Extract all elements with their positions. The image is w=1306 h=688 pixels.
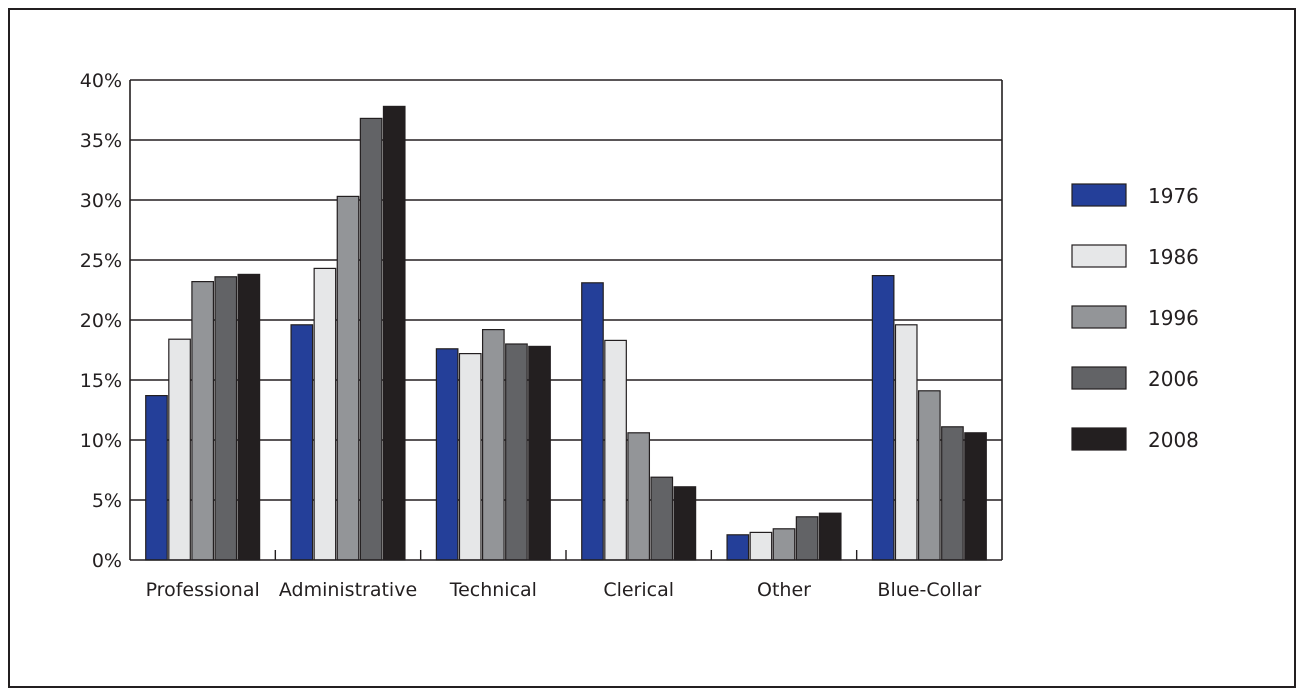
bar-clerical-2006 [650,476,674,561]
legend-label-1986: 1986 [1148,245,1199,269]
bar-chart: 0% 5% 10% 15% 20% 25% 30% 35% 40% Professional Ad… [80,70,1199,601]
bar-professional-1986 [168,338,191,561]
bar-technical-1986 [458,353,482,561]
y-tick-label: 40% [80,70,122,92]
y-tick-label: 5% [92,490,122,512]
bar-clerical-1996 [627,432,651,561]
y-tick-label: 15% [80,370,122,392]
bar-professional-1976 [145,395,168,561]
bar-professional-1996 [191,281,215,561]
x-category-label: Clerical [603,579,674,601]
legend-label-1976: 1976 [1148,184,1199,208]
bar-technical-2006 [505,343,528,561]
bar-blue-collar-1976 [871,275,895,561]
bar-blue-collar-2006 [941,426,964,561]
bar-administrative-2006 [359,117,383,561]
bar-technical-2008 [528,345,551,561]
bar-administrative-1976 [290,324,314,561]
legend-label-2006: 2006 [1148,367,1199,391]
bar-administrative-2008 [382,105,406,561]
legend-swatch-2008 [1071,427,1127,451]
bar-blue-collar-1986 [894,324,918,561]
bar-blue-collar-1996 [917,390,941,561]
y-tick-label: 20% [80,310,122,332]
bar-professional-2006 [214,276,238,561]
legend-label-1996: 1996 [1148,306,1199,330]
legend-swatch-2006 [1071,366,1127,390]
bar-administrative-1996 [336,195,360,561]
y-tick-label: 0% [92,550,122,572]
legend-swatch-1996 [1071,305,1127,329]
bar-other-1976 [726,534,750,561]
y-axis-ticks: 0% 5% 10% 15% 20% 25% 30% 35% 40% [80,70,122,572]
bar-administrative-1986 [313,267,337,561]
gridlines [130,79,1002,501]
bar-blue-collar-2008 [964,432,987,561]
legend-swatch-1976 [1071,183,1127,207]
bar-other-2008 [818,512,842,561]
bar-clerical-2008 [673,486,697,561]
y-tick-label: 35% [80,130,122,152]
bar-technical-1976 [435,348,459,561]
bar-other-1996 [772,528,796,561]
bar-professional-2008 [237,273,261,561]
bar-other-1986 [749,531,773,561]
x-axis-labels: Professional Administrative Technical Cleri… [146,579,982,601]
legend-label-2008: 2008 [1148,428,1199,452]
bar-technical-1996 [481,329,505,561]
legend-swatch-1986 [1071,244,1127,268]
bar-other-2006 [795,516,819,561]
y-tick-label: 25% [80,250,122,272]
bars [145,105,987,561]
x-category-label: Professional [146,579,260,601]
x-category-label: Technical [449,579,537,601]
y-tick-label: 10% [80,430,122,452]
x-category-label: Administrative [279,579,417,601]
x-category-label: Blue-Collar [877,579,981,601]
x-category-label: Other [757,579,811,601]
y-tick-label: 30% [80,190,122,212]
legend: 1976 1986 1996 2006 2008 [1071,183,1199,452]
bar-clerical-1986 [604,339,627,561]
bar-clerical-1976 [581,282,604,561]
axes [129,80,1003,561]
